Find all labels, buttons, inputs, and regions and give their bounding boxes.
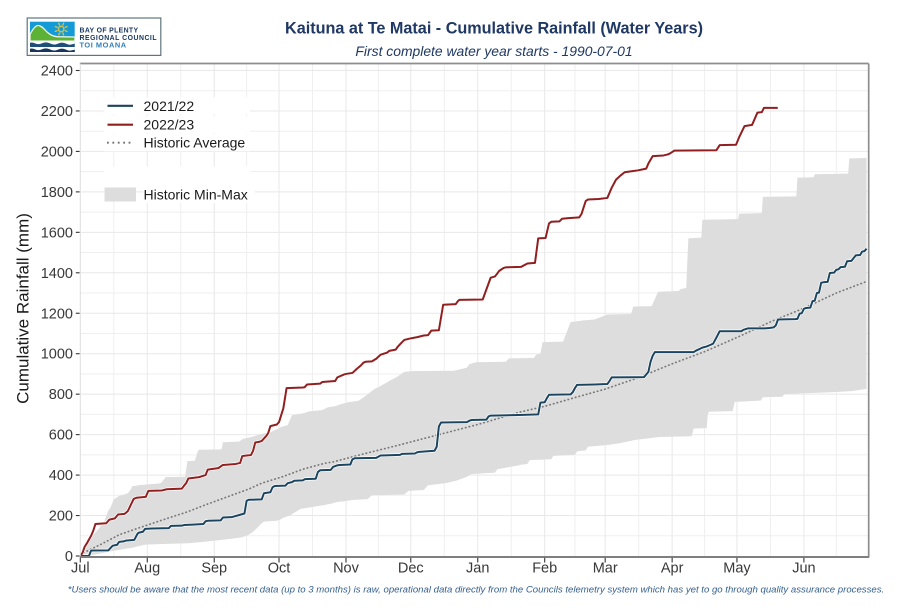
svg-text:600: 600 bbox=[49, 428, 73, 444]
svg-text:Historic Min-Max: Historic Min-Max bbox=[144, 187, 248, 203]
svg-text:Mar: Mar bbox=[593, 560, 618, 576]
svg-text:Jun: Jun bbox=[792, 560, 815, 576]
svg-text:May: May bbox=[723, 560, 751, 576]
svg-text:1800: 1800 bbox=[41, 185, 73, 201]
svg-text:Aug: Aug bbox=[134, 560, 160, 576]
svg-text:Oct: Oct bbox=[268, 560, 291, 576]
svg-text:2021/22: 2021/22 bbox=[144, 98, 195, 114]
svg-text:Jul: Jul bbox=[71, 560, 90, 576]
svg-text:Feb: Feb bbox=[532, 560, 557, 576]
svg-text:Apr: Apr bbox=[661, 560, 684, 576]
svg-text:Sep: Sep bbox=[201, 560, 227, 576]
svg-text:First complete water year star: First complete water year starts - 1990-… bbox=[355, 43, 632, 59]
svg-text:*Users should be aware that th: *Users should be aware that the most rec… bbox=[68, 585, 884, 596]
svg-text:Cumulative Rainfall (mm): Cumulative Rainfall (mm) bbox=[14, 213, 33, 404]
svg-text:2400: 2400 bbox=[41, 64, 73, 80]
svg-text:400: 400 bbox=[49, 468, 73, 484]
svg-text:2022/23: 2022/23 bbox=[144, 117, 195, 133]
svg-text:800: 800 bbox=[49, 387, 73, 403]
svg-text:1600: 1600 bbox=[41, 225, 73, 241]
svg-text:REGIONAL COUNCIL: REGIONAL COUNCIL bbox=[80, 35, 158, 42]
svg-text:Historic Average: Historic Average bbox=[144, 135, 246, 151]
svg-text:1400: 1400 bbox=[41, 266, 73, 282]
svg-text:Dec: Dec bbox=[398, 560, 424, 576]
svg-text:TOI MOANA: TOI MOANA bbox=[80, 41, 127, 50]
svg-text:2200: 2200 bbox=[41, 104, 73, 120]
svg-text:1000: 1000 bbox=[41, 347, 73, 363]
svg-text:200: 200 bbox=[49, 509, 73, 525]
svg-text:Nov: Nov bbox=[333, 560, 360, 576]
svg-text:1200: 1200 bbox=[41, 306, 73, 322]
svg-text:0: 0 bbox=[65, 549, 73, 565]
svg-text:BAY OF PLENTY: BAY OF PLENTY bbox=[80, 28, 139, 35]
svg-text:2000: 2000 bbox=[41, 144, 73, 160]
svg-text:Jan: Jan bbox=[466, 560, 489, 576]
svg-text:Kaituna at Te Matai - Cumulati: Kaituna at Te Matai - Cumulative Rainfal… bbox=[285, 20, 703, 38]
